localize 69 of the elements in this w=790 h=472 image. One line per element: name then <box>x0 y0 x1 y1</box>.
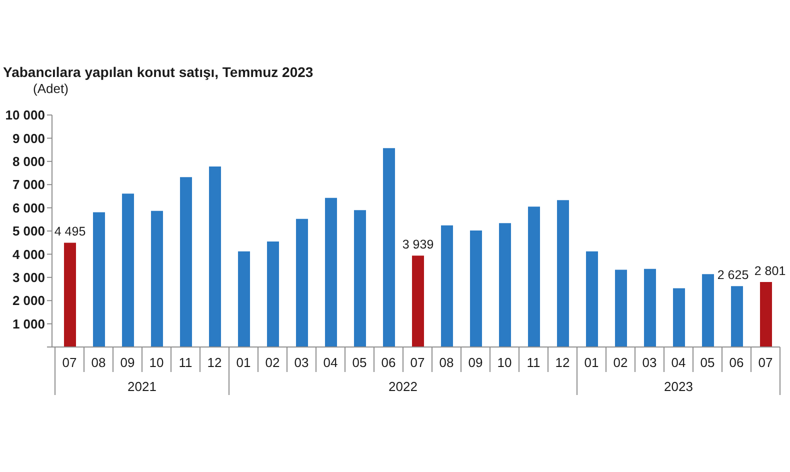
bar <box>180 177 192 347</box>
x-tick-label: 01 <box>584 355 599 370</box>
text: 2023 <box>664 379 693 394</box>
bar <box>673 288 685 347</box>
y-tick-label: 3 000 <box>12 270 45 286</box>
bar <box>93 212 105 347</box>
x-tick-label: 07 <box>758 355 773 370</box>
data-label: 2 801 <box>754 264 786 278</box>
x-tick-label: 09 <box>468 355 483 370</box>
y-tick-label: 1 000 <box>12 316 45 332</box>
x-tick-label: 04 <box>671 355 686 370</box>
bar <box>760 282 772 347</box>
bar <box>238 251 250 347</box>
bar <box>122 194 134 347</box>
y-tick-label: 4 000 <box>12 246 45 262</box>
bar <box>441 225 453 347</box>
x-tick-label: 12 <box>207 355 222 370</box>
x-tick-label: 12 <box>555 355 570 370</box>
x-tick-label: 10 <box>497 355 512 370</box>
data-label: 3 939 <box>402 238 434 252</box>
bar <box>412 256 424 347</box>
x-tick-label: 01 <box>236 355 251 370</box>
y-tick-label: 2 000 <box>12 293 45 308</box>
bar <box>731 286 743 347</box>
y-tick-label: 9 000 <box>12 130 45 146</box>
bar <box>354 210 366 347</box>
x-tick-label: 07 <box>410 355 425 370</box>
x-tick-label: 02 <box>613 355 628 370</box>
chart-title: Yabancılara yapılan konut satışı, Temmuz 2023 <box>3 64 314 80</box>
bar <box>557 200 569 347</box>
bar <box>383 148 395 347</box>
x-tick-label: 09 <box>120 355 135 370</box>
x-tick-label: 03 <box>294 355 309 370</box>
bar <box>470 230 482 347</box>
x-tick-label: 10 <box>149 355 164 370</box>
text: 2021 <box>128 379 156 394</box>
x-tick-label: 07 <box>62 355 77 370</box>
x-tick-label: 02 <box>265 355 280 370</box>
bar <box>702 274 714 347</box>
x-tick-label: 08 <box>91 355 106 370</box>
x-tick-label: 04 <box>323 355 338 370</box>
x-tick-label: 08 <box>439 355 454 370</box>
bar <box>644 268 656 347</box>
bar <box>325 198 337 347</box>
x-tick-label: 06 <box>729 355 744 370</box>
y-tick-label: 10 000 <box>5 108 45 123</box>
bar <box>267 241 279 347</box>
x-tick-label: 06 <box>381 355 396 370</box>
x-tick-label: 03 <box>642 355 657 370</box>
bar <box>615 270 627 347</box>
x-tick-label: 05 <box>700 355 715 370</box>
bar <box>209 166 221 347</box>
bar <box>64 242 76 347</box>
y-tick-label: 6 000 <box>12 200 45 216</box>
text: 2022 <box>388 379 418 394</box>
x-tick-label: 11 <box>178 355 192 370</box>
data-label: 4 495 <box>54 224 86 239</box>
bar <box>151 210 163 347</box>
bar <box>528 206 540 347</box>
bar <box>499 223 511 347</box>
y-tick-label: 8 000 <box>12 154 45 170</box>
y-tick-label: 5 000 <box>12 224 45 239</box>
x-tick-label: 05 <box>352 355 367 370</box>
bar <box>296 218 308 347</box>
bar <box>586 251 598 347</box>
data-label: 2 625 <box>717 268 749 282</box>
y-tick-label: 7 000 <box>12 177 45 192</box>
y-axis-title: (Adet) <box>33 81 68 96</box>
x-tick-label: 11 <box>526 355 540 370</box>
